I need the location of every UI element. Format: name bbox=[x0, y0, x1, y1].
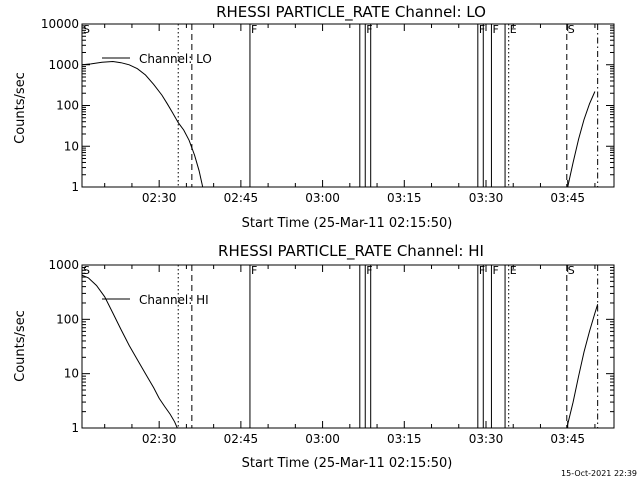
y-axis-label: Counts/sec bbox=[13, 310, 28, 382]
y-axis: 1 10 100 1000 bbox=[48, 258, 614, 435]
event-marker-label: E bbox=[510, 264, 517, 277]
chart-title: RHESSI PARTICLE_RATE Channel: HI bbox=[218, 242, 484, 261]
event-marker-label: S bbox=[83, 23, 90, 36]
x-axis-label: Start Time (25-Mar-11 02:15:50) bbox=[242, 456, 453, 471]
x-tick-label: 02:30 bbox=[142, 191, 177, 205]
x-tick-label: 03:45 bbox=[550, 191, 585, 205]
x-tick-label: 02:45 bbox=[224, 191, 259, 205]
chart-panel-lo: RHESSI PARTICLE_RATE Channel: LO Start T… bbox=[13, 3, 615, 231]
event-marker-label: S bbox=[568, 264, 575, 277]
chart-title: RHESSI PARTICLE_RATE Channel: LO bbox=[216, 3, 486, 22]
event-marker-label: F bbox=[251, 23, 257, 36]
event-marker-label: F bbox=[479, 23, 485, 36]
legend: Channel: LO bbox=[102, 52, 212, 66]
x-axis: 02:30 02:45 03:00 03:15 03:30 03:45 bbox=[104, 24, 596, 205]
series-line bbox=[81, 60, 204, 188]
x-tick-label: 03:15 bbox=[387, 191, 422, 205]
event-marker-label: F bbox=[492, 23, 498, 36]
y-tick-label: 1000 bbox=[48, 258, 79, 272]
y-tick-label: 100 bbox=[56, 312, 79, 326]
footer-timestamp: 15-Oct-2021 22:39 bbox=[561, 469, 637, 478]
plot-frame bbox=[81, 23, 615, 188]
event-marker-label: F bbox=[492, 264, 498, 277]
x-tick-label: 03:30 bbox=[469, 432, 504, 446]
event-marker-label: F bbox=[479, 264, 485, 277]
y-tick-label: 100 bbox=[56, 99, 79, 113]
legend: Channel: HI bbox=[102, 293, 209, 307]
chart-panel-hi: RHESSI PARTICLE_RATE Channel: HI Start T… bbox=[13, 242, 615, 471]
x-axis-label: Start Time (25-Mar-11 02:15:50) bbox=[242, 216, 453, 231]
x-tick-label: 02:45 bbox=[224, 432, 259, 446]
event-marker-label: S bbox=[83, 264, 90, 277]
y-tick-label: 10 bbox=[64, 139, 79, 153]
x-axis: 02:30 02:45 03:00 03:15 03:30 03:45 bbox=[104, 265, 596, 446]
x-tick-label: 03:00 bbox=[305, 191, 340, 205]
y-tick-label: 1 bbox=[71, 180, 79, 194]
y-axis: 1 10 100 1000 10000 bbox=[41, 17, 614, 194]
legend-label: Channel: LO bbox=[139, 52, 212, 66]
x-tick-label: 02:30 bbox=[142, 432, 177, 446]
legend-label: Channel: HI bbox=[139, 293, 209, 307]
series-line bbox=[566, 304, 599, 429]
y-tick-label: 10 bbox=[64, 367, 79, 381]
y-tick-label: 1 bbox=[71, 421, 79, 435]
event-marker-label: S bbox=[568, 23, 575, 36]
series-line bbox=[81, 274, 178, 429]
series-group bbox=[81, 60, 596, 188]
x-tick-label: 03:45 bbox=[550, 432, 585, 446]
x-tick-label: 03:00 bbox=[305, 432, 340, 446]
x-tick-label: 03:30 bbox=[469, 191, 504, 205]
event-marker-label: F bbox=[366, 23, 372, 36]
plot-frame bbox=[81, 264, 615, 429]
event-marker-label: E bbox=[510, 23, 517, 36]
y-axis-label: Counts/sec bbox=[13, 72, 28, 144]
y-tick-label: 1000 bbox=[48, 58, 79, 72]
series-group bbox=[81, 274, 599, 429]
event-marker-label: F bbox=[251, 264, 257, 277]
x-tick-label: 03:15 bbox=[387, 432, 422, 446]
series-line bbox=[567, 91, 596, 188]
y-tick-label: 10000 bbox=[41, 17, 79, 31]
event-marker-label: F bbox=[366, 264, 372, 277]
